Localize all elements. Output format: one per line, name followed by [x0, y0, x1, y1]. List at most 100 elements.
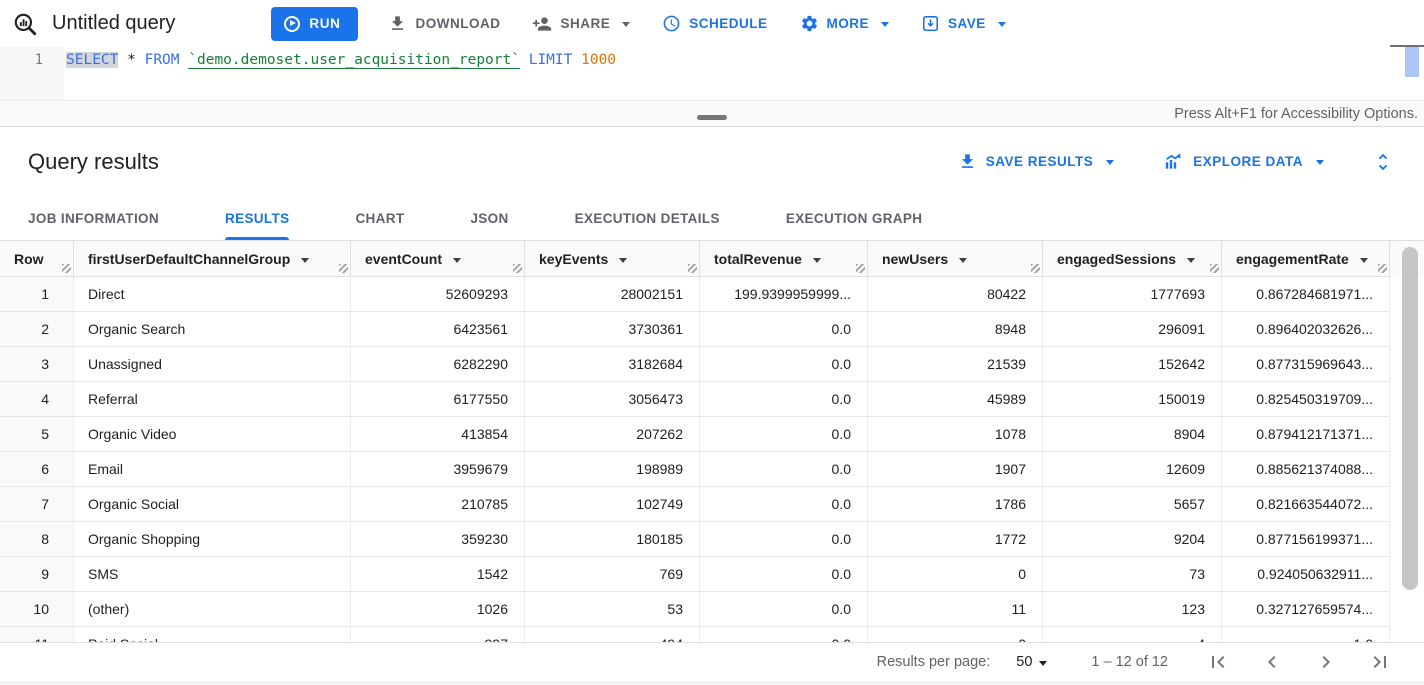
table-cell: 8904: [1043, 417, 1222, 452]
table-cell: Unassigned: [74, 347, 351, 382]
expand-results-button[interactable]: [1372, 151, 1394, 173]
column-header-label: newUsers: [882, 250, 949, 267]
save-results-button[interactable]: SAVE RESULTS: [958, 152, 1115, 171]
column-resize-handle[interactable]: [1210, 264, 1219, 273]
table-cell: 3182684: [525, 347, 700, 382]
tab-chart[interactable]: CHART: [355, 210, 405, 226]
column-header-engagedSessions[interactable]: engagedSessions: [1043, 241, 1222, 277]
table-row: 2 Organic Search 6423561 3730361 0.0 8948 2960…: [0, 312, 1424, 347]
splitter-handle[interactable]: [697, 115, 727, 120]
sql-editor[interactable]: 1 SELECT * FROM `demo.demoset.user_acqui…: [0, 47, 1424, 100]
tab-results[interactable]: RESULTS: [225, 196, 290, 240]
table-cell: 73: [1043, 557, 1222, 592]
page-size-select[interactable]: 50: [1016, 654, 1048, 670]
table-cell: 6423561: [351, 312, 525, 347]
table-row: 10 (other) 1026 53 0.0 11 123 0.327127659574...: [0, 592, 1424, 627]
table-row: 9 SMS 1542 769 0.0 0 73 0.924050632911...: [0, 557, 1424, 592]
column-header-label: keyEvents: [539, 250, 609, 267]
sql-token: LIMIT: [528, 52, 573, 68]
share-button[interactable]: SHARE: [532, 14, 631, 34]
column-menu-icon[interactable]: [619, 257, 628, 263]
next-page-button[interactable]: [1314, 650, 1338, 674]
last-page-icon: [1373, 656, 1386, 668]
results-per-page-label: Results per page:: [876, 654, 991, 670]
column-header-eventCount[interactable]: eventCount: [351, 241, 525, 277]
column-menu-icon[interactable]: [301, 257, 310, 263]
table-row: 7 Organic Social 210785 102749 0.0 1786 5657 0.…: [0, 487, 1424, 522]
table-cell: 0.879412171371...: [1222, 417, 1390, 452]
column-header-totalRevenue[interactable]: totalRevenue: [700, 241, 868, 277]
column-resize-handle[interactable]: [1031, 264, 1040, 273]
table-cell: 150019: [1043, 382, 1222, 417]
table-cell: 0.0: [700, 487, 868, 522]
schedule-button[interactable]: SCHEDULE: [662, 14, 767, 33]
column-menu-icon[interactable]: [812, 257, 821, 263]
first-page-button[interactable]: [1206, 650, 1230, 674]
table-cell: 199.9399959999...: [700, 277, 868, 312]
table-cell: 12609: [1043, 452, 1222, 487]
table-cell: 0: [868, 627, 1043, 642]
sql-code-line[interactable]: SELECT * FROM `demo.demoset.user_acquisi…: [66, 52, 616, 69]
clock-icon: [663, 15, 680, 32]
table-cell: 180185: [525, 522, 700, 557]
unfold-more-icon: [1378, 153, 1388, 170]
column-header-Row[interactable]: Row: [0, 241, 74, 277]
more-button[interactable]: MORE: [800, 14, 889, 33]
tab-execution-details[interactable]: EXECUTION DETAILS: [574, 210, 720, 226]
column-resize-handle[interactable]: [1378, 264, 1387, 273]
schedule-button-label: SCHEDULE: [689, 16, 768, 31]
row-number-cell: 4: [0, 382, 74, 417]
table-cell: Email: [74, 452, 351, 487]
download-button[interactable]: DOWNLOAD: [388, 14, 500, 33]
table-scrollbar[interactable]: [1402, 247, 1418, 590]
tab-json[interactable]: JSON: [470, 210, 509, 226]
column-header-firstUserDefaultChannelGroup[interactable]: firstUserDefaultChannelGroup: [74, 241, 351, 277]
column-resize-handle[interactable]: [513, 264, 522, 273]
sql-token: *: [118, 52, 145, 68]
sql-token: [572, 52, 581, 68]
table-cell: 769: [525, 557, 700, 592]
last-page-button[interactable]: [1368, 650, 1392, 674]
column-resize-handle[interactable]: [688, 264, 697, 273]
table-cell: 0: [868, 557, 1043, 592]
table-cell: Organic Search: [74, 312, 351, 347]
chevron-down-icon: [997, 22, 1006, 27]
save-button[interactable]: SAVE: [921, 14, 1006, 33]
pager-controls: [1206, 650, 1392, 674]
pagination-footer: Results per page: 50 1 – 12 of 12: [0, 642, 1424, 681]
column-resize-handle[interactable]: [856, 264, 865, 273]
table-header-row: Row firstUserDefaultChannelGroup eventCoun…: [0, 241, 1424, 277]
chevron-down-icon: [622, 22, 631, 27]
row-number-cell: 8: [0, 522, 74, 557]
editor-line-number: 1: [0, 47, 64, 100]
table-cell: 1026: [351, 592, 525, 627]
column-header-keyEvents[interactable]: keyEvents: [525, 241, 700, 277]
column-menu-icon[interactable]: [1359, 257, 1368, 263]
download-icon: [392, 16, 404, 30]
explore-data-button[interactable]: EXPLORE DATA: [1162, 152, 1324, 171]
run-button-label: RUN: [309, 16, 341, 31]
table-cell: Direct: [74, 277, 351, 312]
column-header-engagementRate[interactable]: engagementRate: [1222, 241, 1390, 277]
query-title[interactable]: Untitled query: [52, 12, 176, 34]
column-resize-handle[interactable]: [339, 264, 348, 273]
run-button[interactable]: RUN: [271, 6, 359, 41]
horizontal-scrollbar-track[interactable]: [0, 681, 1424, 685]
column-menu-icon[interactable]: [453, 257, 461, 263]
column-header-newUsers[interactable]: newUsers: [868, 241, 1043, 277]
table-row: 3 Unassigned 6282290 3182684 0.0 21539 152642 0…: [0, 347, 1424, 382]
column-menu-icon[interactable]: [1187, 257, 1196, 263]
previous-page-button[interactable]: [1260, 650, 1284, 674]
table-cell: 6282290: [351, 347, 525, 382]
chevron-down-icon: [1039, 660, 1048, 666]
table-cell: 0.0: [700, 347, 868, 382]
column-menu-icon[interactable]: [959, 257, 968, 263]
table-cell: 0.0: [700, 592, 868, 627]
editor-scrollbar[interactable]: [1405, 47, 1419, 77]
tab-execution-graph[interactable]: EXECUTION GRAPH: [785, 210, 923, 226]
table-cell: 0.0: [700, 452, 868, 487]
tab-job-information[interactable]: JOB INFORMATION: [28, 210, 159, 226]
column-resize-handle[interactable]: [62, 264, 71, 273]
results-actions: SAVE RESULTS EXPLORE DATA: [958, 151, 1394, 173]
column-header-label: Row: [14, 250, 44, 267]
